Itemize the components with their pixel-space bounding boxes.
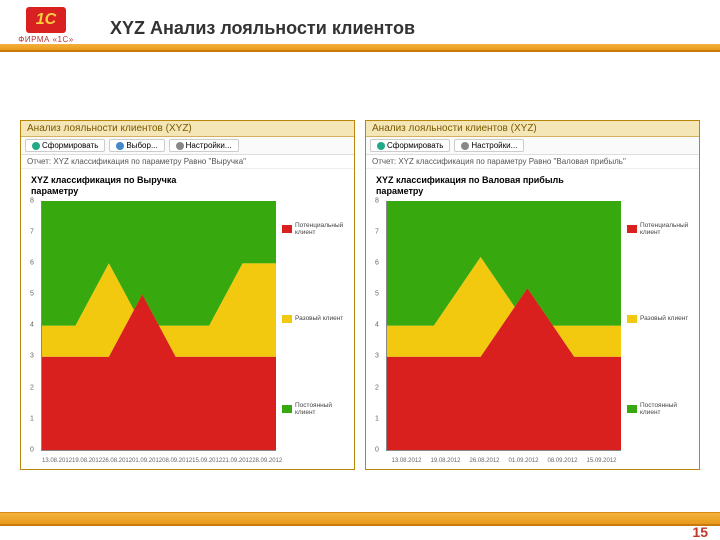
header-band [0,44,720,50]
footer-band [0,512,720,526]
y-axis-label: 1 [375,415,379,422]
x-axis-label: 15.09.2012 [582,458,621,464]
toolbar-button-icon [176,142,184,150]
chart-legend: Потенциальный клиент Разовый клиент Постоя… [280,173,350,465]
legend-label: Потенциальный клиент [640,222,693,236]
y-axis-label: 5 [30,291,34,298]
legend-label: Потенциальный клиент [295,222,348,236]
x-axis-label: 26.08.2012 [102,458,132,464]
chart-area: XYZ классификация по Валовая прибыльпара… [366,169,699,469]
x-axis-label: 01.09.2012 [504,458,543,464]
legend-swatch [282,315,292,323]
chart-area: XYZ классификация по Выручкапараметру012… [21,169,354,469]
chart-canvas: 01234567813.08.201219.08.201226.08.20120… [386,201,621,451]
y-axis-label: 2 [30,384,34,391]
toolbar-button[interactable]: Настройки... [454,139,524,152]
y-axis-label: 4 [375,322,379,329]
y-axis-label: 3 [30,353,34,360]
chart-left: XYZ классификация по Валовая прибыльпара… [372,173,625,465]
toolbar-button-label: Настройки... [471,141,517,150]
legend-item: Разовый клиент [282,315,348,323]
legend-item: Разовый клиент [627,315,693,323]
filter-line: Отчет: XYZ классификация по параметру Ра… [366,155,699,169]
y-axis-label: 4 [30,322,34,329]
chart-title: XYZ классификация по Валовая прибыльпара… [372,173,625,201]
legend-item: Постоянный клиент [627,402,693,416]
toolbar-button-label: Выбор... [126,141,157,150]
logo-subtext: ФИРМА «1С» [18,35,73,44]
y-axis-label: 8 [375,197,379,204]
x-axis-labels: 13.08.201219.08.201226.08.201201.09.2012… [42,458,276,464]
toolbar-button[interactable]: Сформировать [370,139,450,152]
page-title: XYZ Анализ лояльности клиентов [110,18,415,39]
x-axis-label: 15.09.2012 [192,458,222,464]
y-axis-label: 1 [30,415,34,422]
x-axis-label: 21.09.2012 [222,458,252,464]
report-panel: Анализ лояльности клиентов (XYZ)Сформиро… [365,120,700,470]
legend-swatch [627,405,637,413]
x-axis-label: 13.08.2012 [42,458,72,464]
x-axis-label: 13.08.2012 [387,458,426,464]
logo-mark: 1C [26,7,66,33]
chart-legend: Потенциальный клиент Разовый клиент Постоя… [625,173,695,465]
toolbar-button-icon [377,142,385,150]
legend-swatch [282,225,292,233]
x-axis-label: 01.09.2012 [132,458,162,464]
panel-header: Анализ лояльности клиентов (XYZ) [366,121,699,137]
legend-label: Разовый клиент [295,315,343,322]
y-axis-label: 5 [375,291,379,298]
x-axis-labels: 13.08.201219.08.201226.08.201201.09.2012… [387,458,621,464]
toolbar-button-icon [116,142,124,150]
legend-item: Потенциальный клиент [282,222,348,236]
y-axis-label: 2 [375,384,379,391]
x-axis-label: 26.08.2012 [465,458,504,464]
filter-line: Отчет: XYZ классификация по параметру Ра… [21,155,354,169]
legend-label: Разовый клиент [640,315,688,322]
legend-item: Постоянный клиент [282,402,348,416]
toolbar-button-icon [32,142,40,150]
x-axis-label: 08.09.2012 [162,458,192,464]
x-axis-label: 28.09.2012 [252,458,282,464]
toolbar-button-icon [461,142,469,150]
panel-header: Анализ лояльности клиентов (XYZ) [21,121,354,137]
y-axis-label: 6 [30,259,34,266]
page-number: 15 [692,524,708,540]
legend-swatch [627,225,637,233]
report-panel: Анализ лояльности клиентов (XYZ)Сформиро… [20,120,355,470]
x-axis-label: 08.09.2012 [543,458,582,464]
toolbar-button[interactable]: Сформировать [25,139,105,152]
legend-swatch [282,405,292,413]
y-axis-label: 7 [375,228,379,235]
x-axis-label: 19.08.2012 [72,458,102,464]
panel-toolbar: Сформировать Настройки... [366,137,699,155]
toolbar-button-label: Сформировать [42,141,98,150]
chart-svg [387,201,621,450]
y-axis-label: 8 [30,197,34,204]
chart-title: XYZ классификация по Выручкапараметру [27,173,280,201]
y-axis-label: 0 [375,447,379,454]
chart-canvas: 01234567813.08.201219.08.201226.08.20120… [41,201,276,451]
chart-left: XYZ классификация по Выручкапараметру012… [27,173,280,465]
legend-swatch [627,315,637,323]
y-axis-label: 6 [375,259,379,266]
panel-toolbar: Сформировать Выбор... Настройки... [21,137,354,155]
y-axis-label: 0 [30,447,34,454]
y-axis-label: 7 [30,228,34,235]
toolbar-button-label: Настройки... [186,141,232,150]
toolbar-button-label: Сформировать [387,141,443,150]
toolbar-button[interactable]: Выбор... [109,139,164,152]
legend-label: Постоянный клиент [295,402,348,416]
legend-label: Постоянный клиент [640,402,693,416]
y-axis-label: 3 [375,353,379,360]
x-axis-label: 19.08.2012 [426,458,465,464]
logo: 1C ФИРМА «1С» [10,4,82,46]
legend-item: Потенциальный клиент [627,222,693,236]
chart-svg [42,201,276,450]
toolbar-button[interactable]: Настройки... [169,139,239,152]
panels-container: Анализ лояльности клиентов (XYZ)Сформиро… [20,120,700,470]
